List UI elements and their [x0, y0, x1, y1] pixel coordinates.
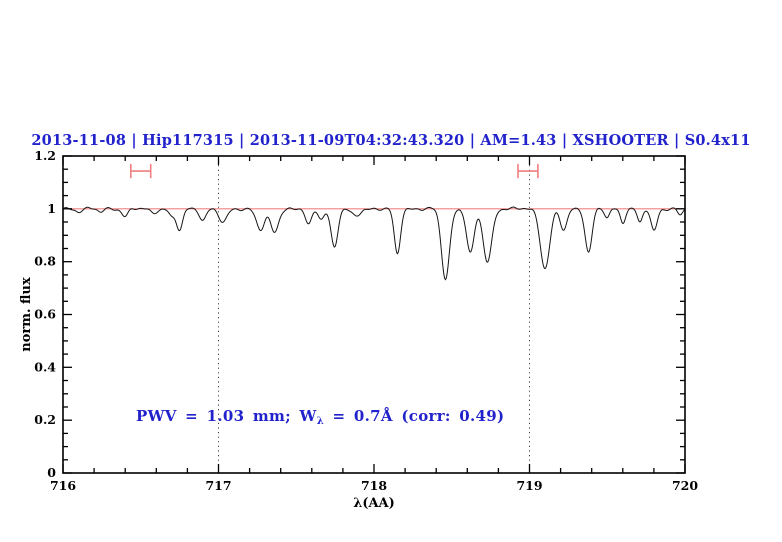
- spectrum-line: [62, 206, 686, 281]
- y-tick-label: 1.2: [34, 148, 56, 163]
- pwv-annotation-lambda-subscript: λ: [316, 416, 324, 427]
- plot-title: 2013-11-08 | Hip117315 | 2013-11-09T04:3…: [31, 132, 751, 149]
- pwv-annotation-suffix: = 0.7Å (corr: 0.49): [324, 407, 505, 425]
- pwv-annotation-prefix: PWV = 1.03 mm; W: [136, 407, 317, 425]
- x-tick-label: 716: [50, 478, 76, 493]
- y-tick-label: 0.2: [34, 412, 56, 427]
- y-tick-label: 1: [47, 201, 56, 216]
- wavelength-range-marker: [517, 163, 539, 179]
- y-tick-label: 0.8: [34, 254, 56, 269]
- pwv-annotation: PWV = 1.03 mm; Wλ = 0.7Å (corr: 0.49): [136, 407, 504, 427]
- x-axis-label: λ(AA): [353, 496, 395, 511]
- x-tick-label: 719: [516, 478, 542, 493]
- y-tick-label: 0.6: [34, 307, 56, 322]
- y-axis-label: norm. flux: [19, 277, 34, 352]
- axis-ticks: [62, 155, 686, 474]
- y-tick-label: 0.4: [34, 359, 56, 374]
- y-tick-label: 0: [47, 465, 56, 480]
- wavelength-range-marker: [129, 163, 152, 179]
- x-tick-label: 720: [672, 478, 698, 493]
- x-tick-label: 718: [361, 478, 387, 493]
- tick-labels: 716 717 718 719 720 0 0.2 0.4 0.6 0.8 1 1.2: [34, 148, 698, 493]
- plot-frame: [62, 155, 686, 474]
- x-tick-label: 717: [205, 478, 231, 493]
